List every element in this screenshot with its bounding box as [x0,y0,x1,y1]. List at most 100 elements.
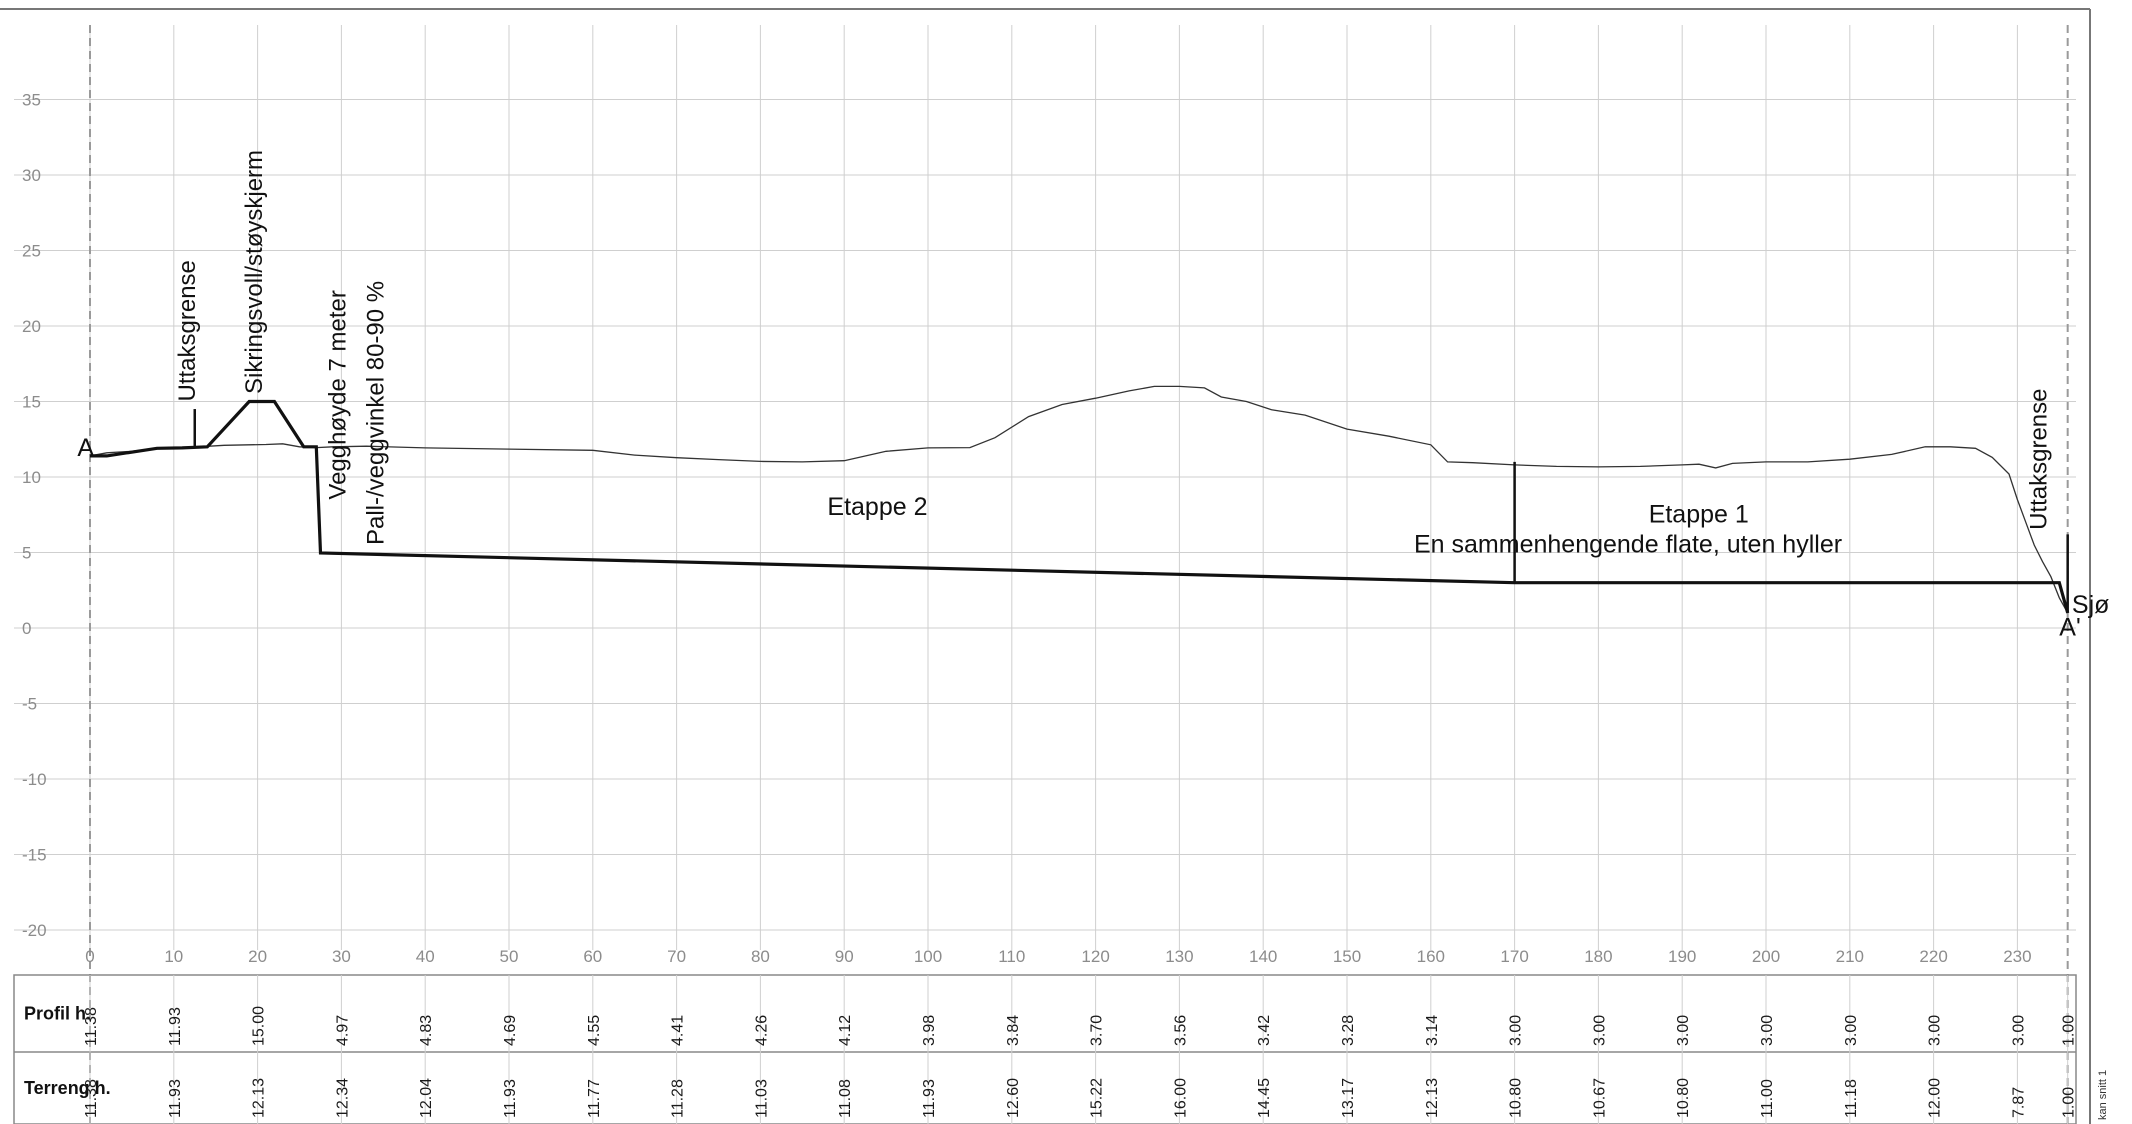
y-tick-label: -5 [22,695,37,714]
x-tick-label: 170 [1500,947,1528,966]
sheet-label: kan snitt 1 [2097,1070,2109,1120]
table-cell: 4.12 [837,1015,854,1046]
x-tick-label: 50 [500,947,519,966]
table-cell: 12.13 [1424,1078,1441,1118]
table-cell: 3.00 [1927,1015,1944,1046]
table-cell: 13.17 [1340,1078,1357,1118]
x-tick-label: 230 [2003,947,2031,966]
annotation: Sjø [2072,591,2110,619]
annotation: A [77,434,94,462]
table-cell: 15.22 [1089,1078,1106,1118]
table-cell: 3.00 [2010,1015,2027,1046]
x-tick-label: 30 [332,947,351,966]
x-tick-label: 180 [1584,947,1612,966]
table-cell: 3.42 [1256,1015,1273,1046]
annotation-vertical: Vegghøyde 7 meter [325,290,352,499]
annotation: En sammenhengende flate, uten hyller [1414,531,1842,559]
table-cell: 3.84 [1005,1015,1022,1046]
x-tick-label: 80 [751,947,770,966]
table-cell: 4.26 [753,1015,770,1046]
table-cell: 10.80 [1508,1078,1525,1118]
y-tick-label: 30 [22,166,41,185]
y-tick-label: 25 [22,242,41,261]
table-cell: 3.28 [1340,1015,1357,1046]
table-cell: 3.14 [1424,1015,1441,1046]
annotation: Etappe 1 [1649,500,1749,528]
annotation-vertical: Pall-/veggvinkel 80-90 % [362,281,389,545]
x-tick-label: 150 [1333,947,1361,966]
x-tick-label: 140 [1249,947,1277,966]
table-cell: 11.38 [83,1079,100,1118]
grid [14,25,2076,1124]
table-cell: 12.00 [1927,1078,1944,1118]
annotation: A' [2059,614,2080,642]
x-tick-label: 210 [1836,947,1864,966]
table-cell: 14.45 [1256,1078,1273,1118]
table-cell: 3.00 [1675,1015,1692,1046]
table-cell: 15.00 [251,1006,268,1046]
table-cell: 1.00 [2061,1087,2078,1118]
table-cell: 11.77 [586,1079,603,1118]
y-tick-label: 0 [22,619,31,638]
annotation-vertical: Uttaksgrense [174,260,201,401]
table-cell: 11.93 [167,1007,184,1046]
table-cell: 11.28 [670,1079,687,1118]
x-tick-label: 200 [1752,947,1780,966]
x-tick-label: 40 [416,947,435,966]
x-tick-label: 220 [1919,947,1947,966]
y-tick-label: 15 [22,393,41,412]
table-cell: 3.00 [1591,1015,1608,1046]
x-tick-label: 190 [1668,947,1696,966]
table-row-label: Profil h. [24,1004,91,1024]
table-cell: 3.70 [1089,1015,1106,1046]
annotation-vertical: Uttaksgrense [2026,388,2053,529]
table-cell: 11.00 [1759,1079,1776,1118]
table-cell: 16.00 [1172,1078,1189,1118]
table-cell: 11.93 [167,1079,184,1118]
table-cell: 4.41 [670,1015,687,1046]
table-cell: 11.08 [837,1079,854,1118]
table-cell: 3.00 [1759,1015,1776,1046]
table-cell: 4.97 [334,1015,351,1046]
annotation: Etappe 2 [827,493,927,521]
y-tick-label: -20 [22,921,47,940]
table-cell: 12.34 [334,1078,351,1118]
table-cell: 1.00 [2061,1015,2078,1046]
x-tick-label: 100 [914,947,942,966]
x-tick-label: 10 [164,947,183,966]
table-cell: 11.93 [921,1079,938,1118]
table-cell: 3.98 [921,1015,938,1046]
series [89,385,2070,614]
annotations: A A'Sjø Uttaksgrense Sikringsvoll/støyskjer… [77,150,2109,642]
table-cell: 4.69 [502,1015,519,1046]
table-cell: 4.83 [418,1015,435,1046]
x-tick-label: 0 [85,947,94,966]
x-tick-label: 110 [998,947,1025,966]
y-tick-label: 10 [22,468,41,487]
y-tick-label: 5 [22,544,31,563]
table-cell: 12.04 [418,1078,435,1118]
data-table: Profil h.11.38 11.93 15.00 4.97 4.83 4.69 4.55… [13,974,2078,1124]
table-cell: 10.80 [1675,1078,1692,1118]
table-cell: 3.56 [1172,1015,1189,1046]
table-cell: 11.93 [502,1079,519,1118]
table-cell: 10.67 [1591,1078,1608,1118]
annotation-vertical: Sikringsvoll/støyskjerm [241,150,268,394]
table-cell: 12.13 [251,1078,268,1118]
x-tick-label: 20 [248,947,267,966]
x-tick-label: 70 [667,947,686,966]
y-tick-label: -15 [22,846,47,865]
x-tick-label: 130 [1165,947,1193,966]
table-cell: 11.38 [83,1007,100,1046]
table-cell: 12.60 [1005,1078,1022,1118]
table-cell: 3.00 [1843,1015,1860,1046]
y-tick-label: 35 [22,91,41,110]
table-cell: 4.55 [586,1015,603,1046]
x-tick-label: 120 [1081,947,1109,966]
table-cell: 11.18 [1843,1079,1860,1118]
table-cell: 7.87 [2010,1087,2027,1118]
x-tick-label: 160 [1417,947,1445,966]
